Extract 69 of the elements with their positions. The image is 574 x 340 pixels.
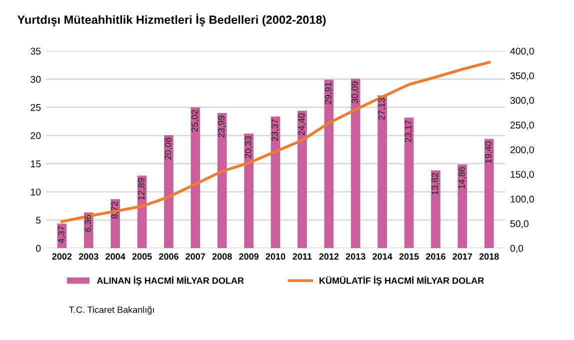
data-label: 19,40	[485, 142, 493, 164]
bar	[350, 78, 360, 248]
y2-tick-label: 100,0	[510, 196, 534, 204]
bar	[458, 164, 468, 248]
bar	[324, 80, 334, 248]
data-label: 23,99	[218, 116, 226, 138]
x-tick-label: 2012	[319, 253, 339, 260]
data-label: 20,33	[244, 136, 252, 158]
y2-tick-label: 200,0	[510, 146, 534, 154]
y-tick-label: 5	[36, 216, 41, 224]
y-tick-label: 30	[30, 76, 41, 83]
y2-tick-label: 400,0	[510, 48, 534, 56]
data-label: 23,17	[405, 120, 412, 142]
data-label: 12,89	[138, 178, 146, 200]
data-label: 27,13	[378, 98, 386, 120]
x-tick-label: 2009	[239, 253, 259, 260]
y2-tick-label: 150,0	[510, 170, 534, 180]
x-tick-label: 2017	[452, 253, 472, 260]
data-label: 30,09	[352, 81, 360, 104]
y2-tick-label: 350,0	[510, 72, 534, 80]
x-tick-label: 2016	[426, 253, 446, 260]
bar	[378, 95, 387, 248]
y-tick-label: 10	[30, 188, 41, 196]
data-label: 25,02	[191, 110, 199, 132]
x-tick-label: 2011	[292, 253, 312, 260]
x-tick-label: 2013	[346, 253, 366, 260]
x-tick-label: 2015	[399, 253, 419, 260]
bar	[404, 118, 414, 248]
bar	[244, 134, 254, 248]
data-label: 24,40	[298, 113, 306, 136]
data-label: 8,72	[111, 202, 119, 218]
y-tick-label: 15	[30, 160, 41, 168]
data-label: 20,08	[164, 138, 172, 160]
y-tick-label: 20	[30, 132, 41, 140]
legend-label: KÜMÜLATİF İŞ HACMİ MİLYAR DOLAR	[320, 276, 484, 286]
data-label: 23,37	[272, 119, 280, 141]
chart-title: Yurtdışı Müteahhitlik Hizmetleri İş Bedelleri (2002-2018)	[17, 14, 326, 26]
bar	[431, 170, 440, 248]
bar	[110, 199, 120, 248]
y-tick-label: 35	[30, 48, 41, 55]
x-tick-label: 2014	[372, 253, 392, 260]
x-tick-label: 2018	[479, 253, 499, 260]
bar	[190, 107, 200, 248]
x-tick-label: 2004	[106, 253, 126, 260]
bar	[298, 110, 307, 248]
y2-tick-label: 50,0	[510, 220, 529, 228]
y-tick-label: 0	[36, 244, 41, 252]
bar	[270, 116, 280, 248]
y2-tick-label: 0,0	[510, 244, 524, 253]
bar	[484, 138, 494, 248]
text: T.C. Ticaret Bakanlığı	[69, 306, 154, 315]
y2-tick-label: 250,0	[510, 122, 534, 130]
x-tick-label: 2005	[132, 253, 152, 260]
x-tick-label: 2010	[266, 253, 286, 260]
bar	[217, 113, 227, 248]
y2-tick-label: 300,0	[510, 97, 534, 106]
x-tick-label: 2008	[212, 253, 232, 260]
x-tick-label: 2006	[159, 253, 178, 260]
data-label: 4,37	[58, 226, 66, 244]
x-tick-label: 2002	[52, 253, 72, 260]
data-label: 6,36	[84, 215, 92, 232]
x-tick-label: 2003	[78, 253, 98, 260]
data-label: 13,82	[432, 173, 440, 194]
legend-label: ALINAN İŞ HACMİ MİLYAR DOLAR	[96, 276, 244, 286]
y-tick-label: 25	[30, 104, 41, 111]
data-label: 29,91	[324, 82, 332, 104]
bar	[164, 135, 174, 248]
data-label: 14,86	[458, 167, 466, 189]
x-tick-label: 2007	[186, 253, 206, 260]
